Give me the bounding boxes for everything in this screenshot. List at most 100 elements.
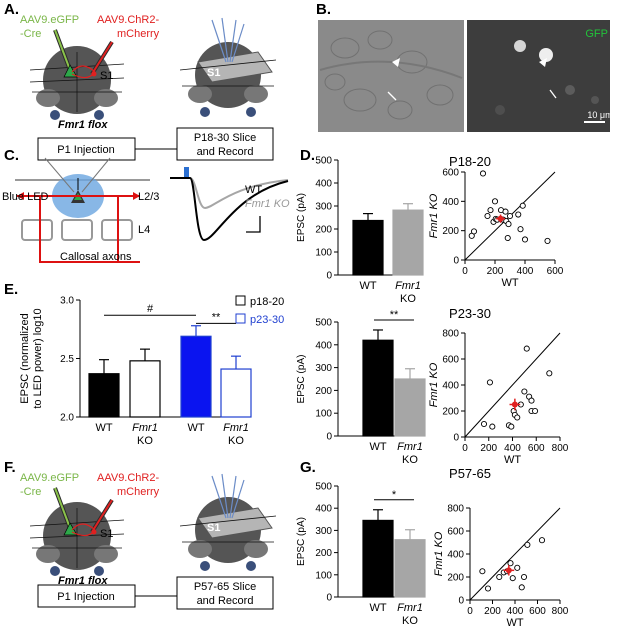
f-box-slice-record-line1: P57-65 Slice — [194, 581, 256, 593]
G2-unity-line — [469, 507, 561, 601]
D3-bar-0 — [362, 339, 394, 437]
virus-green-line1: AAV9.eGFP — [20, 14, 79, 26]
D4-xtick-label: 800 — [552, 443, 569, 454]
f-mouse-brain-drawing — [29, 487, 125, 576]
D3-xlabel-1: Fmr1 — [397, 441, 423, 453]
D4-ylabel: Fmr1 KO — [428, 362, 440, 407]
slice-brain-drawing — [179, 17, 277, 117]
D2-xtick-label: 600 — [547, 266, 564, 277]
panel-label-d: D. — [300, 147, 315, 164]
legend-text-p23: p23-30 — [250, 314, 284, 326]
brightfield-image — [318, 20, 464, 132]
f-slice-region-s1: S1 — [207, 522, 220, 534]
G1-xlabel-1-b: KO — [402, 615, 418, 627]
G2-point-10 — [524, 541, 531, 548]
gfp-arrowhead — [539, 58, 547, 67]
gfp-cell-2 — [539, 48, 553, 62]
panel-a: AAV9.eGFP -Cre AAV9.ChR2- mCherry S1 Fmr… — [20, 14, 277, 161]
G2-point-11 — [538, 537, 546, 544]
f-virus-green-line2: -Cre — [20, 486, 41, 498]
D4-ytick-label: 200 — [442, 407, 459, 418]
D4-ytick-label: 600 — [442, 355, 459, 366]
D4-xtick-label: 0 — [462, 443, 468, 454]
D3-ytick-label: 100 — [315, 409, 332, 420]
D2-ytick-label: 400 — [442, 197, 459, 208]
G2-ylabel: Fmr1 KO — [433, 531, 445, 576]
legend-swatch-p18 — [235, 295, 246, 306]
G1-ylabel: EPSC (pA) — [296, 517, 307, 566]
D4-xlabel: WT — [504, 454, 521, 466]
G2-ytick-label: 800 — [447, 504, 464, 515]
f-virus-red-line1: AAV9.ChR2- — [97, 472, 159, 484]
layer-23-label: L2/3 — [138, 191, 159, 203]
box-slice-record — [176, 127, 274, 161]
D1-xlabel-1: Fmr1 — [395, 280, 421, 292]
G1-ytick-label: 200 — [315, 548, 332, 559]
E-ytick-label: 3.0 — [60, 296, 74, 307]
D1-ytick-label: 0 — [326, 271, 332, 282]
G2-point-7 — [514, 564, 521, 571]
D4-ytick-label: 400 — [442, 381, 459, 392]
D4-unity-line — [464, 332, 561, 438]
D2-mean-point — [497, 215, 504, 222]
G2-point-6 — [509, 575, 516, 582]
D1-ytick-label: 200 — [315, 225, 332, 236]
D2-point-4 — [487, 207, 494, 214]
G2-ytick-label: 0 — [458, 596, 464, 607]
D1-bar-1 — [392, 209, 424, 276]
f-box-slice-record-line2: and Record — [197, 595, 254, 607]
E-bar-0 — [88, 373, 120, 418]
G1-ytick-label: 400 — [315, 504, 332, 515]
E-xlabel-1: Fmr1 — [132, 422, 158, 434]
trace-label-wt: WT — [245, 184, 262, 196]
f-box-slice-record — [176, 576, 274, 610]
f-slice-brain-drawing — [179, 473, 277, 571]
G2-point-0 — [479, 568, 486, 575]
G1-bar-0 — [362, 519, 394, 598]
G2-point-9 — [520, 573, 528, 581]
D2-point-16 — [515, 211, 522, 218]
D2-point-13 — [504, 234, 511, 242]
E-ytick-label: 2.5 — [60, 354, 74, 365]
D2-point-18 — [519, 202, 526, 209]
G2-xtick-label: 600 — [529, 606, 546, 617]
D4-point-0 — [480, 420, 488, 428]
panel-label-a: A. — [4, 1, 19, 18]
E-xlabel-1-b: KO — [137, 435, 153, 447]
virus-red-line2: mCherry — [117, 28, 160, 40]
D2-xtick-label: 0 — [462, 266, 468, 277]
D2-point-15 — [506, 212, 514, 220]
D4-point-4 — [508, 423, 515, 430]
E-ylabel-2: to LED power) log10 — [32, 308, 44, 408]
G1-ytick-label: 300 — [315, 526, 332, 537]
panel-f: AAV9.eGFP -Cre AAV9.ChR2- mCherry S1 Fmr… — [20, 472, 277, 610]
D4-ytick-label: 0 — [453, 433, 459, 444]
D4-xtick-label: 600 — [528, 443, 545, 454]
virus-red-line1: AAV9.ChR2- — [97, 14, 159, 26]
blue-led-label: Blue LED — [2, 191, 49, 203]
f-virus-green-line1: AAV9.eGFP — [20, 472, 79, 484]
E-bar-1 — [129, 360, 161, 418]
panel-label-g: G. — [300, 459, 316, 476]
gfp-channel-label: GFP — [585, 28, 608, 40]
arrowhead-marker — [392, 58, 400, 67]
D4-point-12 — [528, 397, 535, 404]
G1-ytick-label: 0 — [326, 593, 332, 604]
panel-b: GFP 10 μm — [318, 20, 613, 132]
E-xlabel-2: WT — [187, 422, 204, 434]
G2-point-1 — [484, 585, 492, 592]
virus-green-line2: -Cre — [20, 28, 41, 40]
G1-sig-text: * — [392, 489, 397, 501]
D1-xlabel-1-b: KO — [400, 293, 416, 305]
D2-point-2 — [479, 170, 487, 177]
E-ytick-label: 2.0 — [60, 413, 74, 424]
D2-ytick-label: 0 — [453, 256, 459, 267]
E-xlabel-0: WT — [95, 422, 112, 434]
gfp-arrow — [549, 89, 557, 99]
title-p23-30: P23-30 — [449, 306, 491, 321]
G2-xtick-label: 200 — [484, 606, 501, 617]
G1-bar-1 — [394, 539, 426, 598]
D4-point-1 — [486, 379, 493, 386]
